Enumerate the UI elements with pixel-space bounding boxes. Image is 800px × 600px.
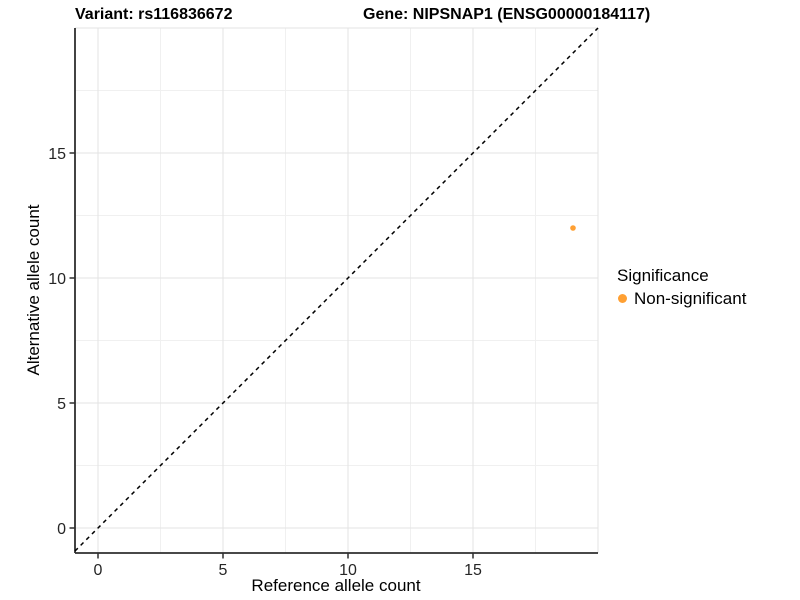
legend-item-non-significant: Non-significant (617, 288, 746, 309)
x-tick-label: 15 (464, 562, 482, 579)
data-point (570, 225, 576, 231)
y-tick-label: 15 (48, 146, 66, 163)
x-tick-label: 10 (339, 562, 357, 579)
x-tick-label: 0 (94, 562, 103, 579)
legend: Significance Non-significant (617, 265, 746, 309)
y-tick-label: 10 (48, 271, 66, 288)
plot-title-variant: Variant: rs116836672 (75, 6, 233, 23)
identity-line (74, 27, 599, 552)
x-axis-label: Reference allele count (251, 576, 421, 595)
plot-title-gene: Gene: NIPSNAP1 (ENSG00000184117) (363, 6, 651, 23)
x-tick-label: 5 (219, 562, 228, 579)
legend-point-icon (618, 294, 627, 303)
y-tick-label: 0 (57, 521, 66, 538)
y-tick-label: 5 (57, 396, 66, 413)
legend-title: Significance (617, 266, 709, 285)
y-axis-label: Alternative allele count (24, 204, 43, 376)
legend-item-label: Non-significant (634, 289, 747, 308)
